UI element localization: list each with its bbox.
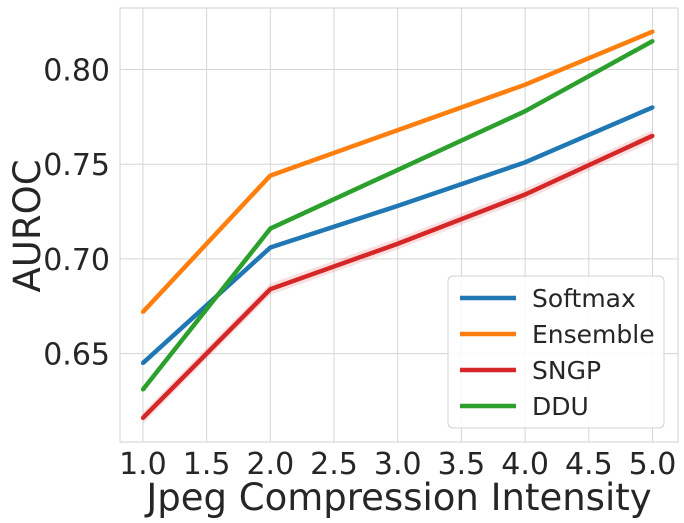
legend-label-ddu: DDU xyxy=(532,392,589,421)
x-axis-title: Jpeg Compression Intensity xyxy=(144,476,651,519)
data-point-softmax xyxy=(268,245,273,250)
y-tick-label: 0.65 xyxy=(43,338,110,373)
x-tick-label: 2.5 xyxy=(310,447,358,482)
data-point-ensemble xyxy=(650,29,655,34)
data-point-ensemble xyxy=(268,173,273,178)
x-tick-label: 4.0 xyxy=(501,447,549,482)
data-point-ensemble xyxy=(395,128,400,133)
x-tick-label: 3.5 xyxy=(438,447,486,482)
data-point-ddu xyxy=(140,387,145,392)
x-tick-label: 4.5 xyxy=(565,447,613,482)
legend-label-sngp: SNGP xyxy=(532,356,601,385)
x-tick-label: 3.0 xyxy=(374,447,422,482)
data-point-softmax xyxy=(523,160,528,165)
data-point-sngp xyxy=(523,192,528,197)
data-point-sngp xyxy=(268,287,273,292)
y-tick-label: 0.80 xyxy=(43,54,110,89)
data-point-ddu xyxy=(395,167,400,172)
data-point-softmax xyxy=(650,105,655,110)
x-tick-label: 5.0 xyxy=(629,447,677,482)
y-axis-title: AUROC xyxy=(6,159,49,292)
legend-label-softmax: Softmax xyxy=(532,284,636,313)
data-point-ddu xyxy=(650,39,655,44)
series-lines xyxy=(140,29,655,420)
y-tick-label: 0.75 xyxy=(43,148,110,183)
data-point-ensemble xyxy=(523,82,528,87)
data-point-sngp xyxy=(395,241,400,246)
x-tick-label: 1.5 xyxy=(183,447,231,482)
x-tick-labels: 1.0 1.5 2.0 2.5 3.0 3.5 4.0 4.5 5.0 xyxy=(119,447,676,482)
data-point-ensemble xyxy=(140,309,145,314)
y-tick-labels: 0.65 0.70 0.75 0.80 xyxy=(43,54,110,373)
data-point-ddu xyxy=(523,109,528,114)
legend-label-ensemble: Ensemble xyxy=(532,320,655,349)
data-point-softmax xyxy=(395,203,400,208)
data-point-softmax xyxy=(140,361,145,366)
x-tick-label: 2.0 xyxy=(246,447,294,482)
data-point-sngp xyxy=(140,415,145,420)
y-tick-label: 0.70 xyxy=(43,243,110,278)
x-tick-label: 1.0 xyxy=(119,447,167,482)
data-point-sngp xyxy=(650,133,655,138)
legend: Softmax Ensemble SNGP DDU xyxy=(447,275,665,429)
data-point-ddu xyxy=(268,226,273,231)
legend-box xyxy=(447,275,665,429)
